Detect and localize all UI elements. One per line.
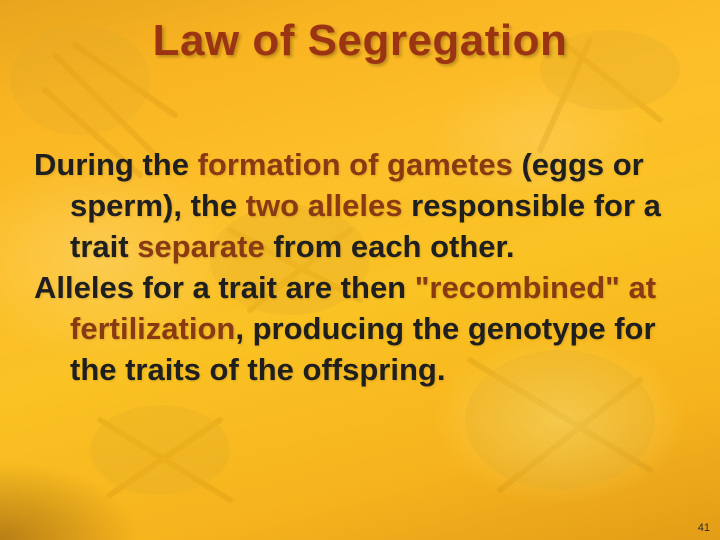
slide: Law of Segregation During the formation … <box>0 0 720 540</box>
highlight-formation-of-gametes: formation of gametes <box>198 147 513 182</box>
trailing-period: . <box>437 352 446 387</box>
text-run: During the <box>34 147 198 182</box>
highlight-two-alleles: two alleles <box>246 188 403 223</box>
slide-body: During the formation of gametes (eggs or… <box>34 145 686 390</box>
paragraph-1: During the formation of gametes (eggs or… <box>34 145 686 268</box>
text-run: Alleles for a trait are then <box>34 270 415 305</box>
highlight-separate: separate <box>137 229 265 264</box>
slide-title: Law of Segregation <box>0 16 720 66</box>
corner-shadow <box>0 460 140 540</box>
text-run: from each other. <box>265 229 515 264</box>
paragraph-2: Alleles for a trait are then "recombined… <box>34 268 686 391</box>
slide-number: 41 <box>698 522 710 534</box>
